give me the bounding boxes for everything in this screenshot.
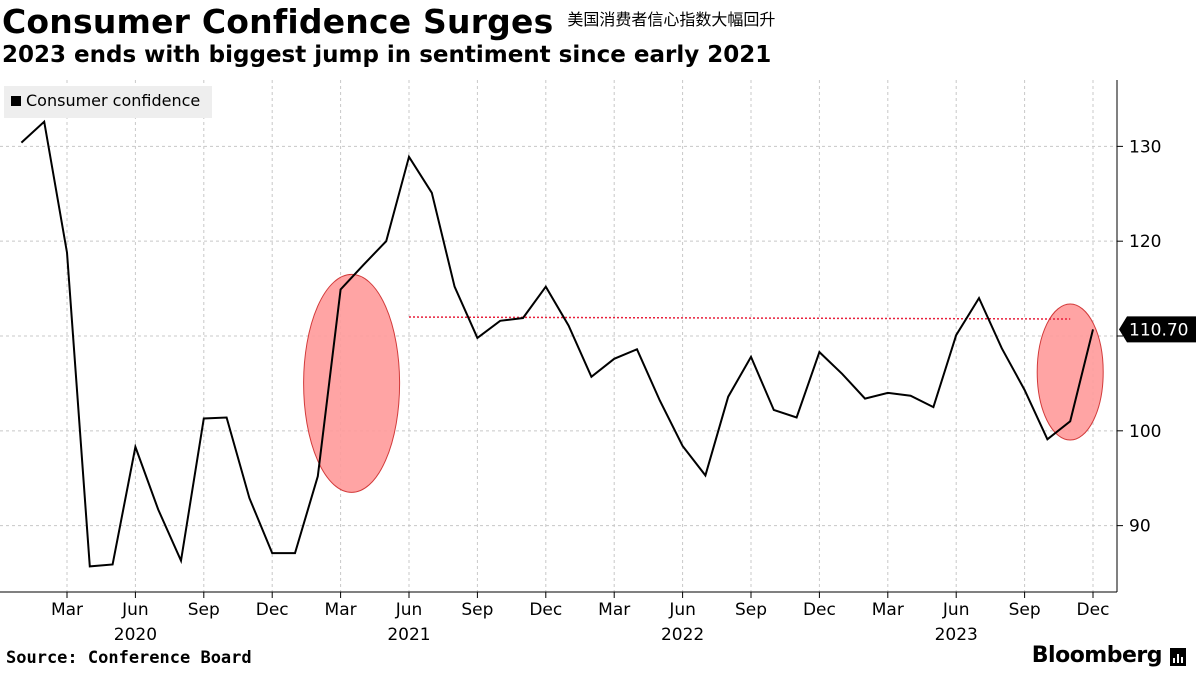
chart-title: Consumer Confidence Surges [2,2,554,41]
x-tick-label: Dec [803,600,836,620]
source-note: Source: Conference Board [6,648,252,668]
x-tick-label: Mar [51,600,83,620]
x-tick-label: Jun [942,600,970,620]
y-tick-label: 120 [1129,232,1161,252]
bloomberg-bars-icon [1170,648,1186,666]
x-tick-label: Jun [121,600,149,620]
y-tick-label: 100 [1129,422,1161,442]
x-year-label: 2021 [387,625,430,645]
x-tick-label: Jun [395,600,423,620]
legend-label: Consumer confidence [26,91,200,110]
legend-swatch [11,96,21,106]
legend-box [4,86,212,118]
y-tick-label: 90 [1129,517,1151,537]
x-tick-label: Mar [325,600,357,620]
x-year-label: 2023 [935,625,978,645]
y-tick-label: 130 [1129,137,1161,157]
x-tick-label: Mar [872,600,904,620]
highlight-ellipse [303,273,401,493]
x-tick-label: Sep [1009,600,1041,620]
x-tick-label: Sep [461,600,493,620]
x-tick-label: Dec [256,600,289,620]
last-value-badge [1119,316,1196,343]
chart-title-chinese: 美国消费者信心指数大幅回升 [567,10,776,29]
x-tick-label: Dec [529,600,562,620]
brand-logo: Bloomberg [1031,643,1163,668]
chart-subtitle: 2023 ends with biggest jump in sentiment… [2,42,772,68]
x-year-label: 2022 [661,625,704,645]
last-value-label: 110.70 [1129,320,1188,340]
highlight-ellipse [1036,303,1104,441]
x-tick-label: Mar [598,600,630,620]
series-line-consumer-confidence [20,119,1094,568]
x-year-label: 2020 [114,625,157,645]
x-tick-label: Jun [668,600,696,620]
reference-line [408,316,1071,320]
x-tick-label: Sep [735,600,767,620]
chart-header: Consumer Confidence Surges 美国消费者信心指数大幅回升 [2,2,775,42]
x-tick-label: Sep [188,600,220,620]
x-tick-label: Dec [1077,600,1110,620]
